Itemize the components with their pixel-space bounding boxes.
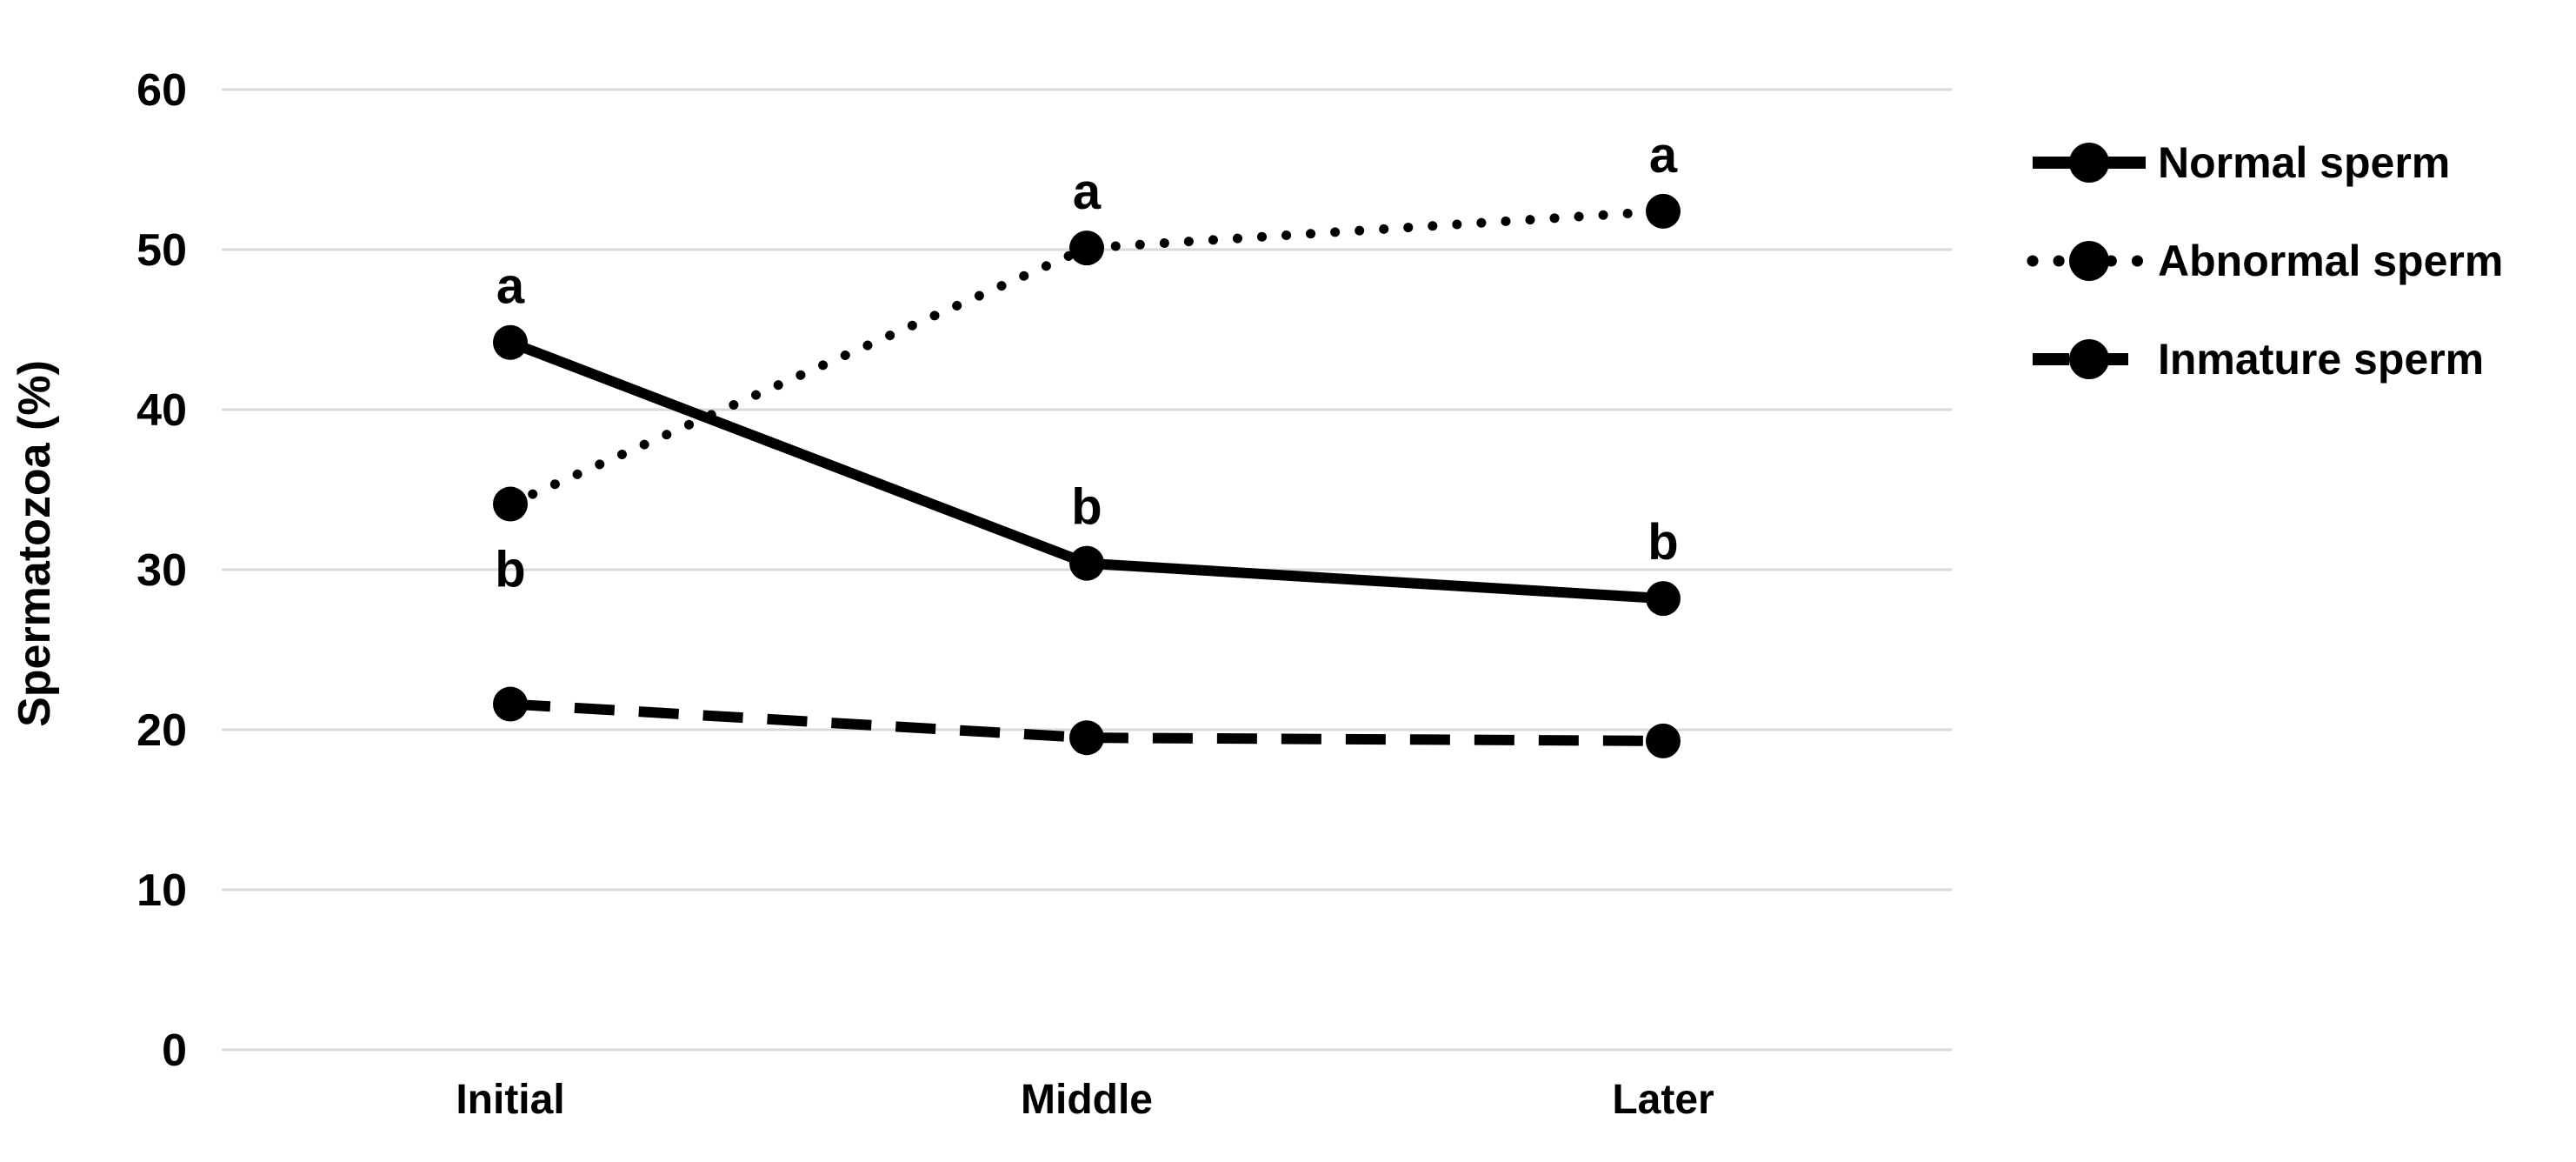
y-tick-label: 0 — [162, 1025, 187, 1076]
x-tick-label: Middle — [1021, 1077, 1153, 1123]
y-tick-label: 30 — [136, 545, 187, 596]
data-point-marker — [493, 324, 528, 360]
y-tick-label: 40 — [136, 385, 187, 436]
significance-letter: a — [496, 258, 525, 315]
legend-label: Normal sperm — [2158, 138, 2450, 187]
y-tick-label: 60 — [136, 65, 187, 116]
data-point-marker — [493, 486, 528, 522]
data-point-marker — [1069, 230, 1104, 266]
legend-marker-icon — [2069, 241, 2109, 281]
data-point-marker — [493, 686, 528, 722]
legend-marker-icon — [2069, 143, 2109, 183]
significance-letter: a — [1073, 164, 1102, 220]
significance-letter: b — [1647, 514, 1678, 571]
y-tick-label: 20 — [136, 705, 187, 756]
legend-marker-icon — [2069, 339, 2109, 379]
legend-label: Abnormal sperm — [2158, 237, 2503, 285]
data-point-marker — [1646, 581, 1681, 617]
data-point-marker — [1069, 545, 1104, 581]
data-point-marker — [1646, 723, 1681, 758]
significance-letter: a — [1649, 127, 1678, 184]
y-tick-label: 10 — [136, 865, 187, 916]
y-tick-label: 50 — [136, 225, 187, 276]
data-point-marker — [1646, 193, 1681, 229]
x-tick-label: Later — [1612, 1077, 1714, 1123]
significance-letter: b — [1071, 479, 1102, 536]
legend-label: Inmature sperm — [2158, 335, 2484, 384]
data-point-marker — [1069, 720, 1104, 756]
significance-letter: b — [495, 542, 525, 598]
x-tick-label: Initial — [456, 1077, 564, 1123]
y-axis-title: Spermatozoa (%) — [10, 360, 60, 727]
